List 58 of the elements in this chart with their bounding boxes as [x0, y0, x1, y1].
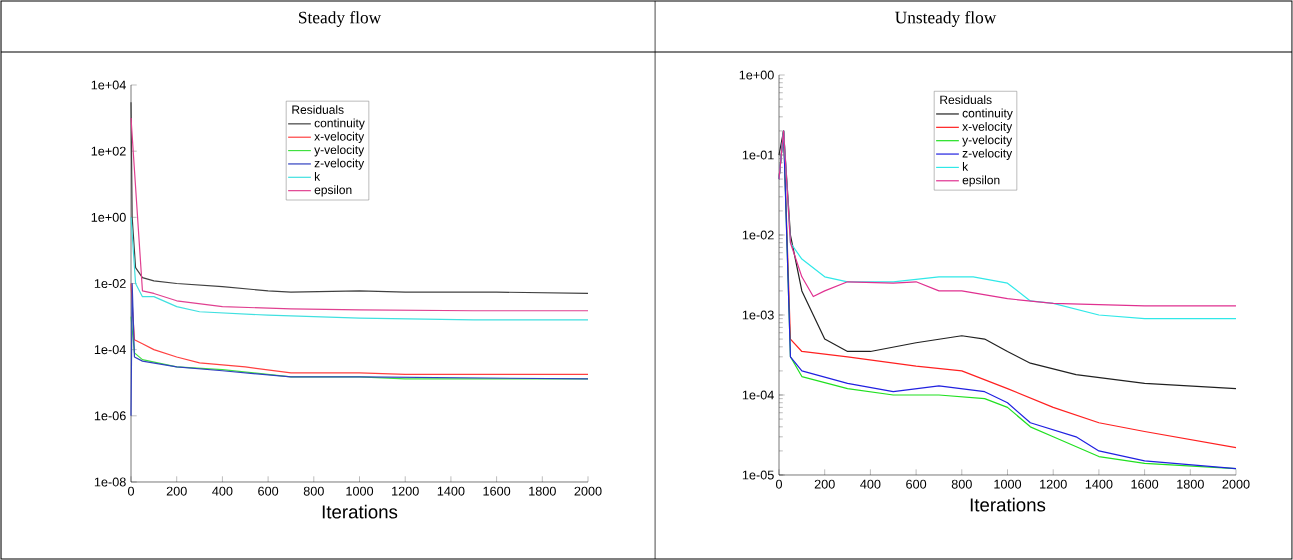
chart-title: Unsteady flow [895, 11, 997, 27]
legend-label: k [962, 162, 969, 171]
y-tick-label: 1e-01 [742, 150, 774, 160]
x-tick-label: 1800 [1177, 479, 1204, 489]
y-tick-label: 1e+02 [91, 146, 126, 156]
y-tick-label: 1e-08 [94, 477, 126, 487]
line-series [130, 282, 589, 417]
legend-label: z-velocity [314, 158, 365, 170]
chart-title: Steady flow [299, 11, 382, 27]
legend-label: k [314, 171, 321, 181]
x-tick-label: 1200 [392, 486, 419, 496]
x-tick-label: 1600 [483, 486, 511, 496]
y-tick-label: 1e-05 [742, 470, 774, 480]
x-tick-label: 1000 [346, 486, 374, 496]
x-tick-label: 800 [951, 479, 972, 489]
x-tick-label: 1000 [994, 479, 1022, 489]
legend-label: y-velocity [962, 135, 1013, 147]
x-tick-label: 800 [303, 486, 324, 496]
legend-label: x-velocity [962, 121, 1013, 134]
y-tick-label: 1e-06 [94, 411, 126, 421]
line-series [130, 101, 589, 295]
legend-label: epsilon [314, 185, 352, 197]
line-series [130, 117, 589, 312]
x-tick-label: 1800 [529, 486, 556, 496]
legend-label: continuity [962, 108, 1013, 120]
x-tick-label: 1200 [1040, 479, 1067, 489]
x-tick-label: 1600 [1131, 479, 1159, 489]
legend-label: z-velocity [962, 148, 1013, 160]
legend-label: epsilon [962, 175, 1000, 187]
legend-title: Residuals [940, 95, 992, 105]
x-tick-label: 200 [166, 486, 187, 496]
x-tick-label: 1400 [1085, 479, 1113, 489]
y-tick-label: 1e-02 [94, 279, 126, 288]
y-tick-label: 1e+04 [91, 80, 126, 90]
x-tick-label: 2000 [1222, 479, 1250, 489]
x-tick-label: 400 [212, 486, 233, 496]
x-tick-label: 1400 [437, 486, 465, 496]
x-axis-title: Iterations [322, 504, 398, 519]
y-tick-label: 1e+00 [91, 212, 126, 222]
line-series [130, 282, 589, 375]
legend-title: Residuals [292, 105, 344, 114]
legend-label: continuity [314, 118, 365, 130]
x-tick-label: 0 [127, 486, 135, 496]
x-tick-label: 600 [906, 479, 927, 489]
x-tick-label: 2000 [574, 486, 602, 496]
line-series [130, 216, 589, 321]
legend-label: x-velocity [314, 131, 365, 144]
y-tick-label: 1e+00 [739, 70, 774, 80]
x-axis-title: Iterations [970, 497, 1046, 512]
x-tick-label: 600 [258, 486, 279, 496]
x-tick-label: 200 [814, 479, 835, 489]
x-tick-label: 400 [860, 479, 881, 489]
x-tick-label: 0 [775, 479, 783, 489]
y-tick-label: 1e-04 [742, 390, 774, 400]
y-tick-label: 1e-04 [94, 345, 126, 355]
legend-label: y-velocity [314, 145, 365, 157]
y-tick-label: 1e-03 [742, 310, 774, 320]
y-tick-label: 1e-02 [742, 230, 774, 240]
